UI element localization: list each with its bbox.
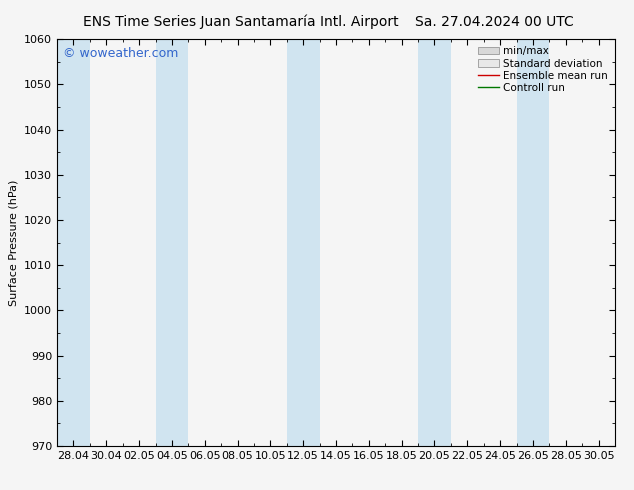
Text: © woweather.com: © woweather.com: [63, 48, 178, 60]
Bar: [57, 39, 90, 446]
Text: ENS Time Series Juan Santamaría Intl. Airport: ENS Time Series Juan Santamaría Intl. Ai…: [83, 15, 399, 29]
Bar: [155, 39, 188, 446]
Y-axis label: Surface Pressure (hPa): Surface Pressure (hPa): [8, 179, 18, 306]
Text: Sa. 27.04.2024 00 UTC: Sa. 27.04.2024 00 UTC: [415, 15, 574, 29]
Legend: min/max, Standard deviation, Ensemble mean run, Controll run: min/max, Standard deviation, Ensemble me…: [476, 45, 610, 95]
Bar: [287, 39, 320, 446]
Bar: [517, 39, 549, 446]
Bar: [418, 39, 451, 446]
